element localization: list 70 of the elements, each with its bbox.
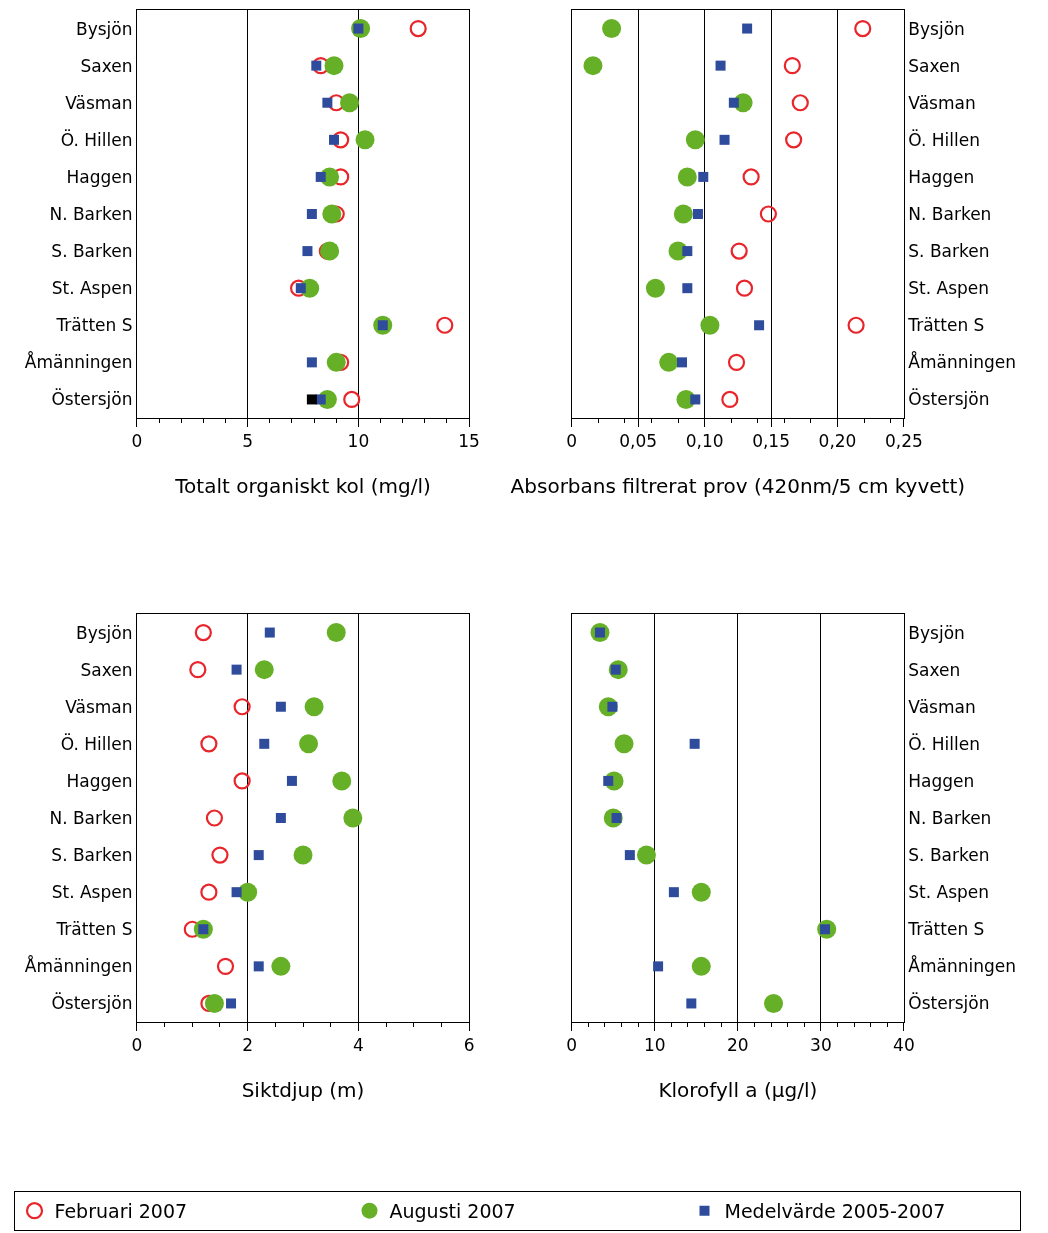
y-tick-label: Ö. Hillen: [60, 732, 133, 754]
x-tick-label: 5: [242, 431, 254, 452]
y-tick-label: Åmänningen: [24, 351, 133, 373]
x-tick-label: 0,05: [619, 431, 658, 452]
y-tick-label: N. Barken: [908, 203, 992, 224]
y-tick-label: Östersjön: [908, 992, 990, 1014]
y-tick-label: Östersjön: [51, 388, 133, 410]
y-tick-label: Haggen: [66, 166, 133, 187]
y-tick-label: N. Barken: [49, 203, 133, 224]
x-tick-label: 10: [347, 431, 370, 452]
y-tick-label: Ö. Hillen: [908, 128, 981, 150]
x-tick-label: 0: [131, 1035, 143, 1056]
y-tick-label: Östersjön: [908, 388, 990, 410]
legend-label: Februari 2007: [54, 1200, 188, 1223]
y-tick-label: S. Barken: [908, 845, 990, 866]
y-tick-label: Trätten S: [907, 315, 985, 336]
x-axis-title: Totalt organiskt kol (mg/l): [174, 473, 431, 498]
x-axis-title: Siktdjup (m): [241, 1077, 365, 1102]
y-tick-label: Väsman: [908, 696, 976, 717]
x-tick-label: 30: [810, 1035, 832, 1056]
x-tick-label: 2: [242, 1035, 254, 1056]
y-tick-label: Trätten S: [907, 919, 985, 940]
y-tick-label: Bysjön: [908, 622, 965, 643]
x-tick-label: 40: [893, 1035, 915, 1056]
y-tick-label: Saxen: [80, 659, 133, 680]
y-tick-label: S. Barken: [51, 845, 133, 866]
x-tick-label: 15: [458, 431, 480, 452]
x-tick-label: 20: [727, 1035, 749, 1056]
y-tick-label: Östersjön: [51, 992, 133, 1014]
y-tick-label: Saxen: [908, 55, 961, 76]
y-tick-label: Åmänningen: [24, 955, 133, 977]
legend-label: Augusti 2007: [389, 1200, 516, 1223]
x-tick-label: 0,20: [818, 431, 857, 452]
x-tick-label: 0: [131, 431, 143, 452]
y-tick-label: Åmänningen: [908, 351, 1017, 373]
y-tick-label: St. Aspen: [51, 882, 133, 903]
y-tick-label: Ö. Hillen: [908, 732, 981, 754]
y-tick-label: Saxen: [908, 659, 961, 680]
x-tick-label: 0,25: [885, 431, 923, 452]
y-tick-label: Trätten S: [55, 315, 133, 336]
x-tick-label: 0: [566, 1035, 578, 1056]
y-tick-label: Väsman: [908, 92, 976, 113]
y-tick-label: N. Barken: [908, 807, 992, 828]
x-tick-label: 6: [463, 1035, 475, 1056]
y-tick-label: Trätten S: [55, 919, 133, 940]
y-tick-label: Väsman: [65, 696, 133, 717]
y-tick-label: S. Barken: [908, 241, 990, 262]
y-tick-label: Åmänningen: [908, 955, 1017, 977]
y-tick-label: St. Aspen: [908, 278, 990, 299]
y-tick-label: Haggen: [66, 770, 133, 791]
y-tick-label: Bysjön: [76, 18, 133, 39]
x-axis-title: Absorbans filtrerat prov (420nm/5 cm kyvett): [510, 473, 966, 498]
y-tick-label: St. Aspen: [908, 882, 990, 903]
y-tick-label: Väsman: [65, 92, 133, 113]
x-tick-label: 0: [566, 431, 578, 452]
y-tick-label: Saxen: [80, 55, 133, 76]
x-tick-label: 10: [643, 1035, 666, 1056]
x-tick-label: 0,15: [752, 431, 790, 452]
y-tick-label: St. Aspen: [51, 278, 133, 299]
legend-label: Medelvärde 2005-2007: [724, 1200, 946, 1223]
y-tick-label: Haggen: [908, 166, 975, 187]
y-tick-label: Bysjön: [908, 18, 965, 39]
y-tick-label: S. Barken: [51, 241, 133, 262]
y-tick-label: Bysjön: [76, 622, 133, 643]
y-tick-label: Ö. Hillen: [60, 128, 133, 150]
x-tick-label: 0,10: [685, 431, 724, 452]
x-tick-label: 4: [352, 1035, 364, 1056]
x-axis-title: Klorofyll a (µg/l): [658, 1077, 818, 1102]
y-tick-label: Haggen: [908, 770, 975, 791]
y-tick-label: N. Barken: [49, 807, 133, 828]
